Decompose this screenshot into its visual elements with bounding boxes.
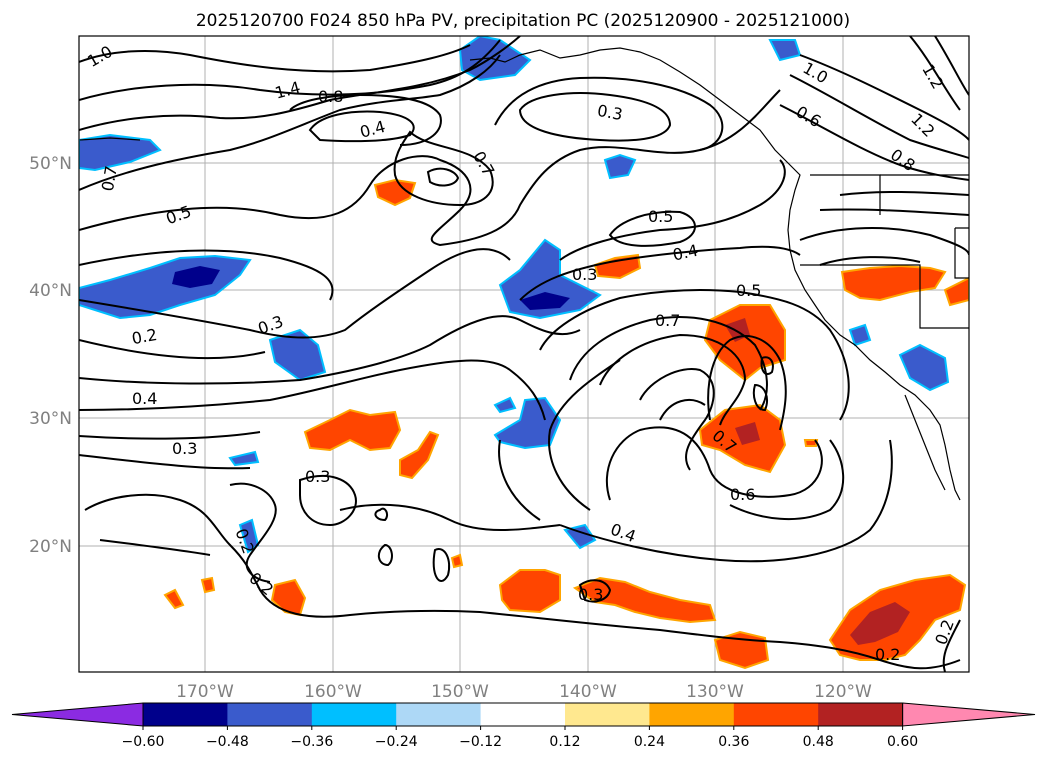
contour-label: 0.4 [671,241,700,265]
lon-label-170w: 170°W [176,682,234,702]
colorbar-tick-label: −0.24 [375,734,418,750]
map-background [79,36,969,672]
colorbar-tick-label: −0.60 [122,734,165,750]
pos-max-e [735,422,760,445]
latitude-labels: 50°N 40°N 30°N 20°N [29,154,72,557]
colorbar-tick-label: −0.12 [459,734,502,750]
colorbar-extend-low [11,702,144,727]
contour-label: 0.3 [172,439,197,458]
lon-label-140w: 140°W [559,682,617,702]
neg-patch-b [493,396,562,450]
pos-max-l [850,602,910,645]
pos-patch-b [303,408,402,452]
contour-label: 0.6 [730,485,755,504]
colorbar-tick-label: 0.36 [718,734,749,750]
neg-patch-a [268,328,327,382]
colorbar-segment [311,703,397,726]
lon-label-160w: 160°W [304,682,362,702]
colorbar-segment [733,703,819,726]
neg-patch-nw [79,133,162,172]
pos-patch-o [200,576,216,594]
longitude-labels: 170°W 160°W 150°W 140°W 130°W 120°W [176,682,872,702]
colorbar-segment [227,703,313,726]
colorbar-tick-label: −0.36 [290,734,333,750]
colorbar-tick-label: 0.48 [803,734,834,750]
lat-label-50n: 50°N [29,154,72,174]
colorbar-segment [649,703,735,726]
colorbar-tick-label: 0.60 [887,734,918,750]
contour-label: 0.7 [655,311,680,330]
colorbar-segment [818,703,904,726]
contour-label: 0.3 [305,467,330,486]
pos-patch-i [498,569,561,614]
pos-patch-g [840,264,947,302]
pv-contours [79,36,969,672]
contour-label: 0.2 [130,325,158,348]
map-frame [78,35,970,673]
neg-max-west [172,266,220,288]
lon-label-130w: 130°W [686,682,744,702]
colorbar-frame [142,702,904,727]
contour-label: 0.8 [318,87,343,106]
lat-label-40n: 40°N [29,281,72,301]
neg-max-center [520,292,570,310]
figure-title: 2025120700 F024 850 hPa PV, precipitatio… [196,11,850,31]
colorbar: −0.60 −0.48 −0.36 −0.24 −0.12 0.12 0.24 0.36 0.4… [11,702,1036,750]
colorbar-tick-label: −0.48 [206,734,249,750]
pos-patch-f [593,253,642,280]
contour-label: 0.3 [572,265,597,284]
colorbar-segment [480,703,566,726]
contour-label: 0.5 [736,281,761,300]
pos-patch-c [399,430,440,480]
lon-label-120w: 120°W [814,682,872,702]
lat-label-30n: 30°N [29,409,72,429]
pos-patch-p [450,553,464,569]
pos-patch-n [163,588,185,610]
neg-patch-c [603,153,637,180]
contour-label: 0.3 [596,101,624,124]
lon-label-150w: 150°W [431,682,489,702]
colorbar-extend-high [902,702,1036,727]
lat-label-20n: 20°N [29,537,72,557]
pos-patch-q [803,439,819,447]
pos-patch-a [373,178,417,207]
colorbar-segment [396,703,482,726]
negative-precip-areas [79,36,950,554]
contour-label: 0.3 [578,585,603,604]
pos-patch-h [943,276,969,307]
colorbar-segment [565,703,650,726]
contour-label: 0.2 [875,645,900,664]
colorbar-segment [143,703,228,726]
neg-patch-d [898,343,950,392]
neg-patch-i [848,323,872,347]
contour-label: 0.7 [98,164,121,192]
coastlines [79,47,969,501]
neg-patch-f [563,523,597,550]
colorbar-tick-label: 0.12 [549,734,580,750]
neg-patch-j [493,396,517,414]
map-content: 1.0 1.4 0.8 0.4 0.7 0.5 0.3 0.2 0.4 0.3 … [79,36,969,672]
contour-label: 0.5 [648,207,673,226]
colorbar-tick-label: 0.24 [634,734,665,750]
contour-label: 0.4 [132,389,157,408]
neg-patch-h [228,450,260,467]
